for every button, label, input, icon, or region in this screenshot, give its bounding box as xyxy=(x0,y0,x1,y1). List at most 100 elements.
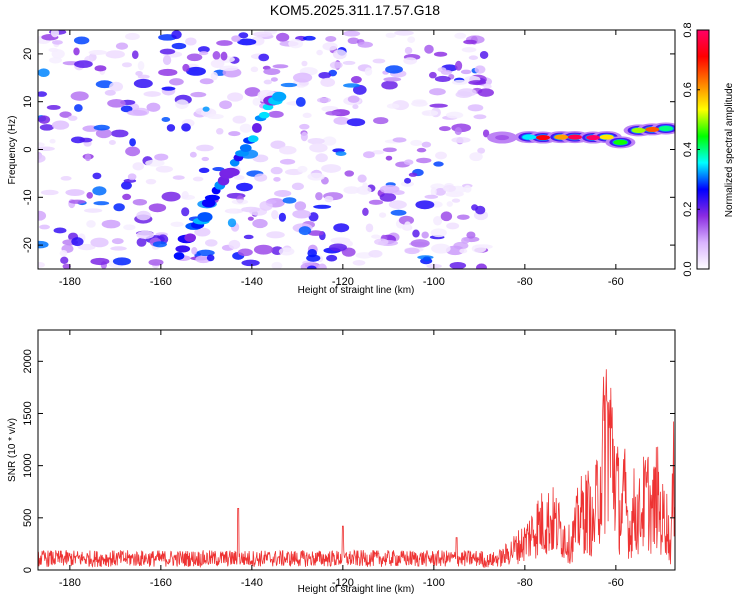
heatmap-cell xyxy=(40,189,59,196)
heatmap-cell xyxy=(62,263,71,269)
heatmap-cell xyxy=(292,209,311,219)
heatmap-cell xyxy=(263,68,281,75)
heatmap-cell xyxy=(272,91,287,102)
heatmap-cell xyxy=(371,234,381,239)
heatmap-cell xyxy=(404,46,413,55)
heatmap-cell xyxy=(325,36,337,42)
heatmap-cell xyxy=(207,113,224,120)
heatmap-cell xyxy=(297,165,308,173)
heatmap-cell xyxy=(440,211,453,222)
heatmap-cell xyxy=(146,102,161,112)
heatmap-cell xyxy=(363,151,375,159)
heatmap-cell xyxy=(270,77,278,82)
heatmap-cell xyxy=(421,231,429,239)
heatmap-cell xyxy=(162,55,172,66)
colorbar-tick-label: 0.4 xyxy=(682,142,694,157)
heatmap-cell xyxy=(270,140,286,150)
heatmap-cell xyxy=(344,170,355,177)
heatmap-cell xyxy=(415,200,435,210)
heatmap-cell xyxy=(67,115,78,121)
heatmap-cell xyxy=(92,186,107,196)
spectrogram-y-ticks: -20 -10 0 10 20 xyxy=(22,48,675,253)
heatmap-cell xyxy=(38,142,45,147)
heatmap-cell xyxy=(90,257,110,266)
heatmap-cell xyxy=(127,173,137,181)
colorbar-ticks: 0.0 0.2 0.4 0.6 0.8 xyxy=(682,22,700,277)
figure-title: KOM5.2025.311.17.57.G18 xyxy=(270,2,440,18)
heatmap-cell xyxy=(197,212,213,222)
snr-x-tick-label: -160 xyxy=(150,577,172,589)
heatmap-cell xyxy=(434,188,446,196)
heatmap-cell xyxy=(112,257,132,266)
spectrogram-x-tick-label: -100 xyxy=(423,276,445,288)
heatmap-cell xyxy=(479,50,489,59)
heatmap-cell xyxy=(86,192,93,199)
heatmap-cell xyxy=(237,38,257,46)
heatmap-cell xyxy=(239,144,252,152)
snr-y-tick-label: 500 xyxy=(22,509,34,527)
heatmap-signal-cell xyxy=(536,134,551,141)
heatmap-cell xyxy=(109,81,124,92)
heatmap-cell xyxy=(79,137,93,143)
heatmap-cell xyxy=(129,138,136,147)
heatmap-cell xyxy=(463,39,477,45)
spectrogram-x-tick-label: -140 xyxy=(241,276,263,288)
heatmap-cell xyxy=(161,86,176,91)
heatmap-cell xyxy=(238,32,249,39)
heatmap-cell xyxy=(227,218,237,228)
heatmap-cell xyxy=(433,51,448,57)
heatmap-cell xyxy=(333,116,350,125)
heatmap-cell xyxy=(135,71,143,77)
heatmap-cell xyxy=(430,186,437,197)
heatmap-cell xyxy=(280,82,298,88)
heatmap-cell xyxy=(125,32,140,41)
heatmap-cell xyxy=(247,216,254,221)
heatmap-cell xyxy=(227,92,244,102)
heatmap-cell xyxy=(113,203,125,212)
heatmap-cell xyxy=(279,158,296,165)
heatmap-cell xyxy=(368,199,384,205)
heatmap-cell xyxy=(206,254,215,262)
heatmap-cell xyxy=(302,35,316,41)
spectrogram-x-tick-label: -120 xyxy=(332,276,354,288)
heatmap-cell xyxy=(233,175,245,180)
heatmap-cell xyxy=(343,186,360,194)
heatmap-cell xyxy=(379,212,387,218)
heatmap-cell xyxy=(291,182,304,191)
heatmap-cell xyxy=(278,247,295,256)
snr-x-tick-label: -100 xyxy=(423,577,445,589)
heatmap-cell xyxy=(239,123,253,133)
heatmap-cell xyxy=(433,216,443,226)
heatmap-cell xyxy=(232,115,247,124)
heatmap-cell xyxy=(326,254,338,262)
heatmap-cell xyxy=(403,159,414,165)
heatmap-cell xyxy=(385,155,393,161)
heatmap-cell xyxy=(73,47,80,56)
heatmap-cell xyxy=(247,135,259,143)
heatmap-cell xyxy=(241,259,260,267)
heatmap-cell xyxy=(307,265,317,269)
heatmap-cell xyxy=(315,192,323,201)
heatmap-cell xyxy=(451,198,461,203)
spectrogram-y-tick-label: 0 xyxy=(22,146,34,152)
heatmap-cell xyxy=(404,177,412,184)
heatmap-signal-cell xyxy=(631,127,646,133)
heatmap-cell xyxy=(220,51,228,61)
heatmap-cell xyxy=(93,124,110,131)
spectrogram-x-tick-label: -180 xyxy=(59,276,81,288)
heatmap-cell xyxy=(133,78,153,89)
heatmap-cell xyxy=(219,100,232,110)
colorbar-tick-label: 0.2 xyxy=(682,202,694,217)
heatmap-cell xyxy=(181,191,189,199)
heatmap-cell xyxy=(123,224,136,231)
heatmap-cell xyxy=(93,201,110,206)
heatmap-cell xyxy=(374,238,389,246)
heatmap-cell xyxy=(71,237,84,247)
heatmap-cell xyxy=(315,153,328,163)
heatmap-signal-cell xyxy=(645,126,660,133)
colorbar-tick-label: 0.8 xyxy=(682,22,694,37)
heatmap-cell xyxy=(440,69,453,75)
heatmap-cell xyxy=(258,111,270,119)
